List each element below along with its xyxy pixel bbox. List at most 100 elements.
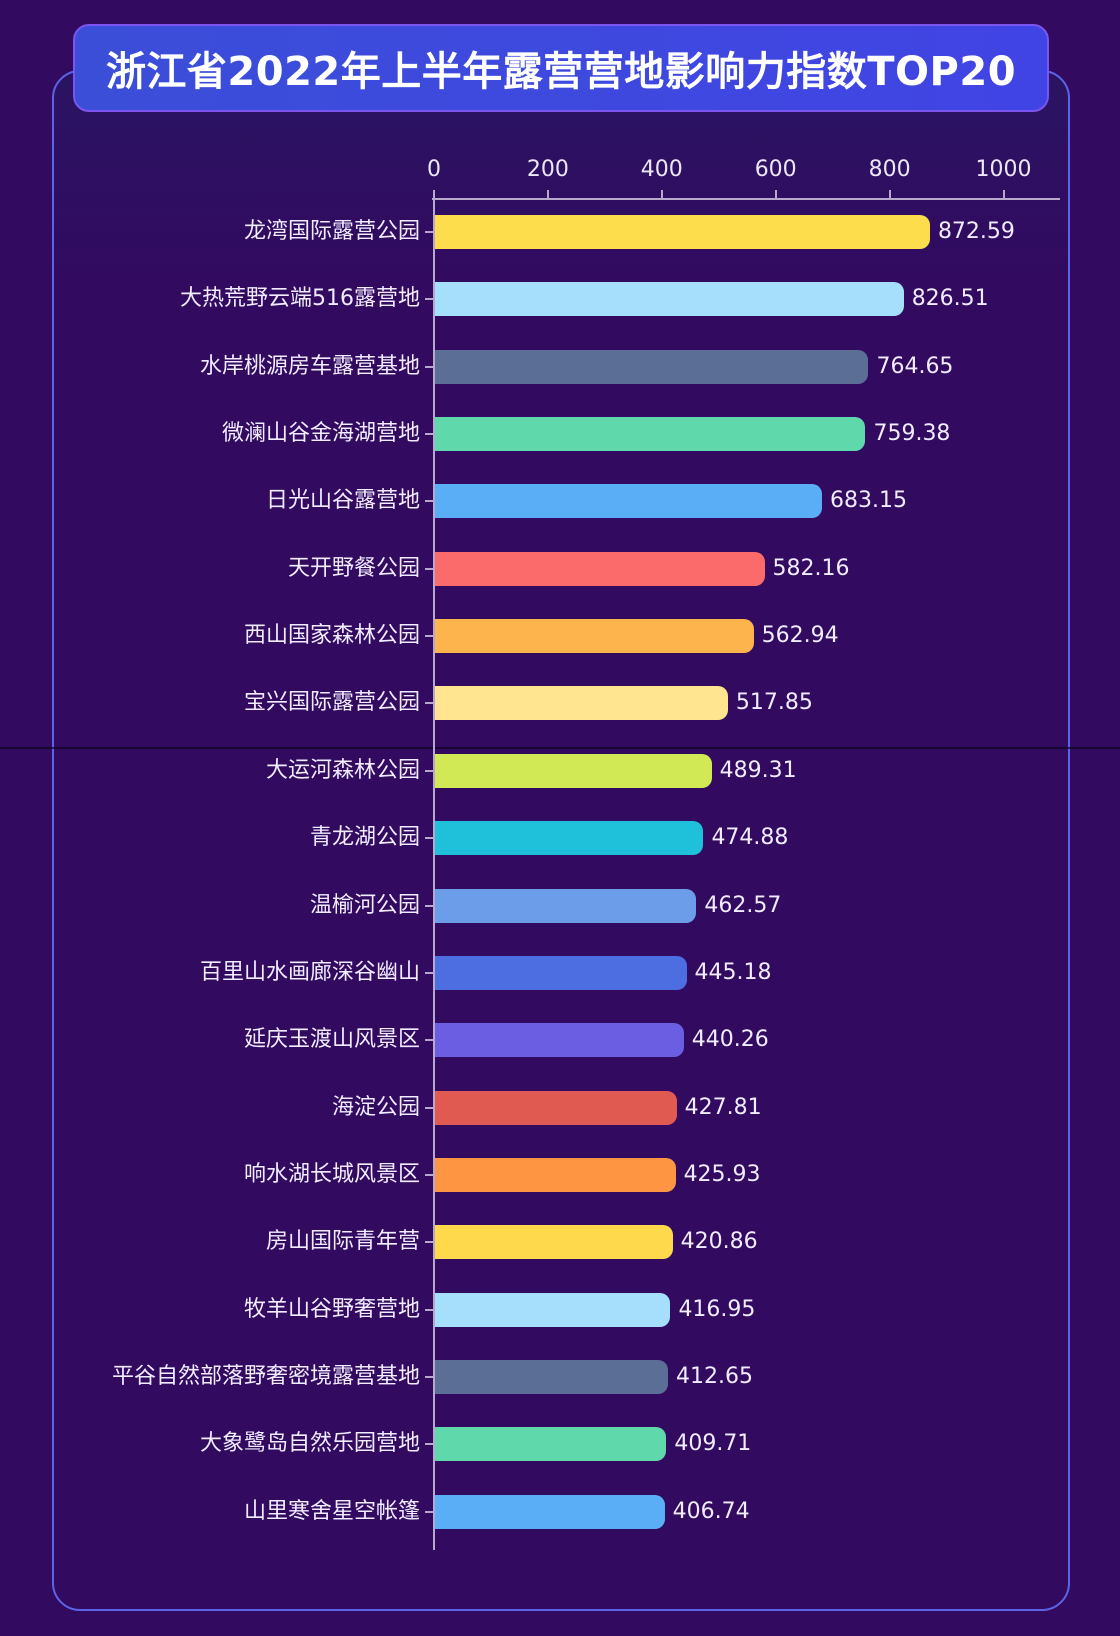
bar-row: 海淀公园 427.81 <box>0 1090 1120 1125</box>
y-tick <box>425 1443 433 1446</box>
category-label: 百里山水画廊深谷幽山 <box>199 959 420 985</box>
bar-row: 山里寒舍星空帐篷 406.74 <box>0 1494 1120 1529</box>
bar-row: 延庆玉渡山风景区 440.26 <box>0 1023 1120 1058</box>
y-tick <box>425 769 433 772</box>
bar-row: 牧羊山谷野奢营地 416.95 <box>0 1292 1120 1327</box>
category-label: 山里寒舍星空帐篷 <box>243 1498 420 1524</box>
bar[interactable] <box>435 484 823 519</box>
x-tick <box>774 190 777 199</box>
bar[interactable] <box>435 349 869 384</box>
bar[interactable] <box>435 1090 677 1125</box>
bar[interactable] <box>435 1225 673 1260</box>
y-tick <box>425 1308 433 1311</box>
value-label: 872.59 <box>937 219 1015 244</box>
x-tick-label: 600 <box>754 157 797 182</box>
y-tick <box>425 500 433 503</box>
value-label: 826.51 <box>911 286 989 312</box>
category-label: 西山国家森林公园 <box>243 623 420 649</box>
bar-row: 西山国家森林公园 562.94 <box>0 619 1120 654</box>
category-label: 房山国际青年营 <box>265 1229 420 1255</box>
x-tick <box>660 190 663 199</box>
category-label: 大运河森林公园 <box>265 757 420 783</box>
bar[interactable] <box>435 1157 676 1192</box>
y-tick <box>425 1106 433 1109</box>
value-label: 764.65 <box>876 353 954 379</box>
bar[interactable] <box>435 1359 668 1394</box>
value-label: 416.95 <box>678 1296 756 1322</box>
bar[interactable] <box>435 955 687 990</box>
value-label: 412.65 <box>676 1363 753 1389</box>
bar[interactable] <box>435 753 712 788</box>
value-label: 562.94 <box>761 623 839 649</box>
bar[interactable] <box>435 1023 684 1058</box>
divider-line <box>0 747 1120 749</box>
y-tick <box>425 1039 433 1042</box>
value-label: 582.16 <box>772 555 850 581</box>
value-label: 489.31 <box>719 757 797 783</box>
bar[interactable] <box>435 888 697 923</box>
bar[interactable] <box>435 619 754 654</box>
bar-row: 青龙湖公园 474.88 <box>0 821 1120 856</box>
x-tick-label: 1000 <box>975 157 1032 182</box>
category-label: 天开野餐公园 <box>287 555 420 581</box>
bar-row: 平谷自然部落野奢密境露营基地 412.65 <box>0 1359 1120 1394</box>
value-label: 420.86 <box>680 1229 758 1255</box>
bar[interactable] <box>435 1292 671 1327</box>
bar-row: 龙湾国际露营公园 872.59 <box>0 215 1120 249</box>
bar[interactable] <box>435 215 930 249</box>
title-banner: 浙江省2022年上半年露营营地影响力指数TOP20 <box>73 24 1049 112</box>
y-tick <box>425 365 433 368</box>
x-axis-line <box>432 198 1060 200</box>
bar[interactable] <box>435 821 704 856</box>
bar-row: 大象鹭岛自然乐园营地 409.71 <box>0 1427 1120 1462</box>
y-tick <box>425 298 433 301</box>
y-tick <box>425 904 433 907</box>
bar-row: 大热荒野云端516露营地 826.51 <box>0 282 1120 317</box>
bar-row: 日光山谷露营地 683.15 <box>0 484 1120 519</box>
value-label: 517.85 <box>735 690 813 716</box>
y-tick <box>425 702 433 705</box>
x-tick-label: 200 <box>526 157 569 182</box>
category-label: 海淀公园 <box>331 1094 420 1120</box>
category-label: 大热荒野云端516露营地 <box>180 286 420 312</box>
bar-row: 响水湖长城风景区 425.93 <box>0 1157 1120 1192</box>
category-label: 平谷自然部落野奢密境露营基地 <box>111 1363 420 1389</box>
value-label: 440.26 <box>691 1027 769 1053</box>
bar-row: 百里山水画廊深谷幽山 445.18 <box>0 955 1120 990</box>
category-label: 青龙湖公园 <box>309 825 420 851</box>
value-label: 406.74 <box>672 1498 750 1524</box>
x-tick <box>1002 190 1005 199</box>
bar-row: 水岸桃源房车露营基地 764.65 <box>0 349 1120 384</box>
y-tick <box>425 1241 433 1244</box>
category-label: 温榆河公园 <box>309 892 420 918</box>
bar[interactable] <box>435 551 765 586</box>
bar[interactable] <box>435 1494 665 1529</box>
x-tick-label: 0 <box>427 157 441 182</box>
bar-row: 房山国际青年营 420.86 <box>0 1225 1120 1260</box>
value-label: 425.93 <box>683 1161 761 1187</box>
bar[interactable] <box>435 282 904 317</box>
x-tick <box>888 190 891 199</box>
y-tick <box>425 567 433 570</box>
bar-row: 大运河森林公园 489.31 <box>0 753 1120 788</box>
chart-title: 浙江省2022年上半年露营营地影响力指数TOP20 <box>105 49 1017 95</box>
value-label: 462.57 <box>704 892 782 918</box>
category-label: 宝兴国际露营公园 <box>243 690 420 716</box>
y-tick <box>425 1173 433 1176</box>
y-tick <box>425 837 433 840</box>
x-tick <box>546 190 549 199</box>
bar[interactable] <box>435 686 728 721</box>
bar-row: 微澜山谷金海湖营地 759.38 <box>0 417 1120 452</box>
value-label: 474.88 <box>711 825 789 851</box>
category-label: 延庆玉渡山风景区 <box>243 1027 420 1053</box>
value-label: 445.18 <box>694 959 772 985</box>
y-axis-line <box>433 198 435 1550</box>
bar-row: 宝兴国际露营公园 517.85 <box>0 686 1120 721</box>
bar-row: 温榆河公园 462.57 <box>0 888 1120 923</box>
value-label: 427.81 <box>684 1094 762 1120</box>
bar[interactable] <box>435 1427 667 1462</box>
category-label: 微澜山谷金海湖营地 <box>221 421 420 447</box>
bar[interactable] <box>435 417 866 452</box>
y-tick <box>425 433 433 436</box>
x-tick-label: 400 <box>640 157 683 182</box>
